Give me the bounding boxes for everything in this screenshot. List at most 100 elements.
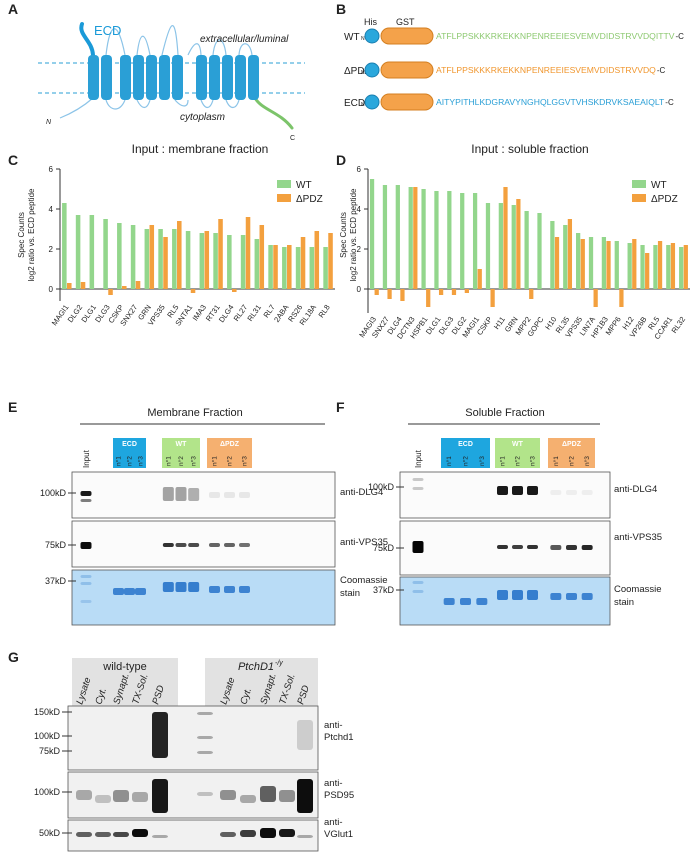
- bar: [254, 239, 260, 289]
- band: [113, 790, 129, 802]
- bar: [498, 203, 503, 289]
- band: [460, 598, 471, 605]
- panel-label: B: [336, 1, 346, 17]
- legend-swatch: [277, 194, 291, 202]
- gst-label: GST: [396, 17, 415, 27]
- group-name: WT: [176, 441, 188, 448]
- helices: [88, 55, 259, 100]
- panel-label: D: [336, 152, 346, 168]
- band: [443, 598, 455, 605]
- bar: [627, 243, 632, 289]
- bar: [369, 179, 375, 289]
- band: [279, 790, 295, 802]
- bar: [563, 225, 568, 289]
- band: [152, 779, 168, 813]
- band: [188, 543, 200, 547]
- probe-label: VGlut1: [324, 829, 353, 840]
- bar: [149, 225, 155, 289]
- blot-panel: [71, 471, 336, 519]
- bar: [426, 289, 431, 307]
- bar: [438, 289, 444, 295]
- bar: [273, 245, 278, 289]
- n-term: N: [361, 36, 365, 42]
- band: [220, 832, 236, 837]
- bar: [640, 245, 645, 289]
- band: [550, 490, 562, 495]
- ecd-loop: [79, 22, 95, 57]
- band: [581, 545, 593, 550]
- bar: [653, 245, 658, 289]
- lane-label: Cyt.: [238, 686, 254, 705]
- y-tick-label: 0: [357, 285, 362, 294]
- band: [113, 588, 124, 595]
- n-tail: [59, 97, 94, 119]
- bar: [144, 229, 150, 289]
- band: [80, 582, 92, 585]
- bar: [374, 289, 379, 295]
- band: [279, 829, 295, 837]
- helix: [222, 55, 233, 100]
- band: [512, 545, 523, 549]
- band: [95, 832, 111, 837]
- bar: [227, 235, 232, 289]
- helix: [235, 55, 246, 100]
- band: [476, 598, 488, 605]
- band: [581, 593, 593, 600]
- bar: [232, 289, 237, 292]
- probe-label: anti-VPS35: [340, 537, 388, 548]
- lane-label: n°3: [137, 456, 145, 466]
- band: [412, 487, 424, 490]
- bar: [62, 203, 67, 289]
- bar: [89, 215, 95, 289]
- y-axis-label: log2 ratio vs. ECD peptide: [27, 188, 36, 281]
- construct-name: WT: [344, 32, 360, 43]
- coomassie-panel: [399, 576, 611, 626]
- ecd-label: ECD: [94, 23, 121, 38]
- lane-label: n°1: [445, 456, 453, 466]
- inside-label: cytoplasm: [180, 112, 225, 123]
- bar: [606, 241, 611, 289]
- y-axis-label: Spec Counts: [339, 212, 348, 258]
- band: [412, 581, 424, 584]
- helix: [196, 55, 207, 100]
- bar: [472, 193, 478, 289]
- helix: [133, 55, 144, 100]
- legend-label: WT: [296, 180, 312, 191]
- bar: [511, 205, 516, 289]
- y-axis-label: log2 ratio vs. ECD peptide: [349, 188, 358, 281]
- chart-title: Input : membrane fraction: [132, 142, 269, 156]
- bar: [670, 243, 676, 289]
- band: [297, 779, 313, 813]
- his-tag: [364, 28, 380, 44]
- bar: [75, 215, 81, 289]
- group-box: [162, 438, 200, 468]
- blot-panel: [71, 520, 336, 568]
- band: [152, 835, 168, 838]
- y-axis-label: Spec Counts: [17, 212, 26, 258]
- group-box: [441, 438, 490, 468]
- bar: [122, 286, 127, 289]
- band: [297, 835, 313, 838]
- band: [224, 586, 235, 593]
- band: [497, 545, 508, 549]
- probe-label: anti-: [324, 720, 342, 731]
- lane-label: Cyt.: [93, 686, 109, 705]
- band: [240, 830, 256, 837]
- helix: [120, 55, 131, 100]
- c-tail: [253, 96, 294, 130]
- bar: [328, 233, 333, 289]
- lane-label: n°2: [126, 456, 134, 466]
- bar: [529, 289, 534, 299]
- group-name: WT: [512, 441, 524, 448]
- panel-label: C: [8, 152, 18, 168]
- marker-label: 75kD: [373, 543, 395, 553]
- group-header-bg: [205, 658, 318, 712]
- group-name: ΔPDZ: [220, 441, 240, 448]
- lane-label: n°2: [226, 456, 234, 466]
- band: [80, 491, 92, 496]
- group-box: [548, 438, 595, 468]
- blot-title: Membrane Fraction: [147, 407, 242, 419]
- probe-label: Coomassie: [340, 575, 388, 586]
- bar: [117, 223, 122, 289]
- bar: [163, 237, 168, 289]
